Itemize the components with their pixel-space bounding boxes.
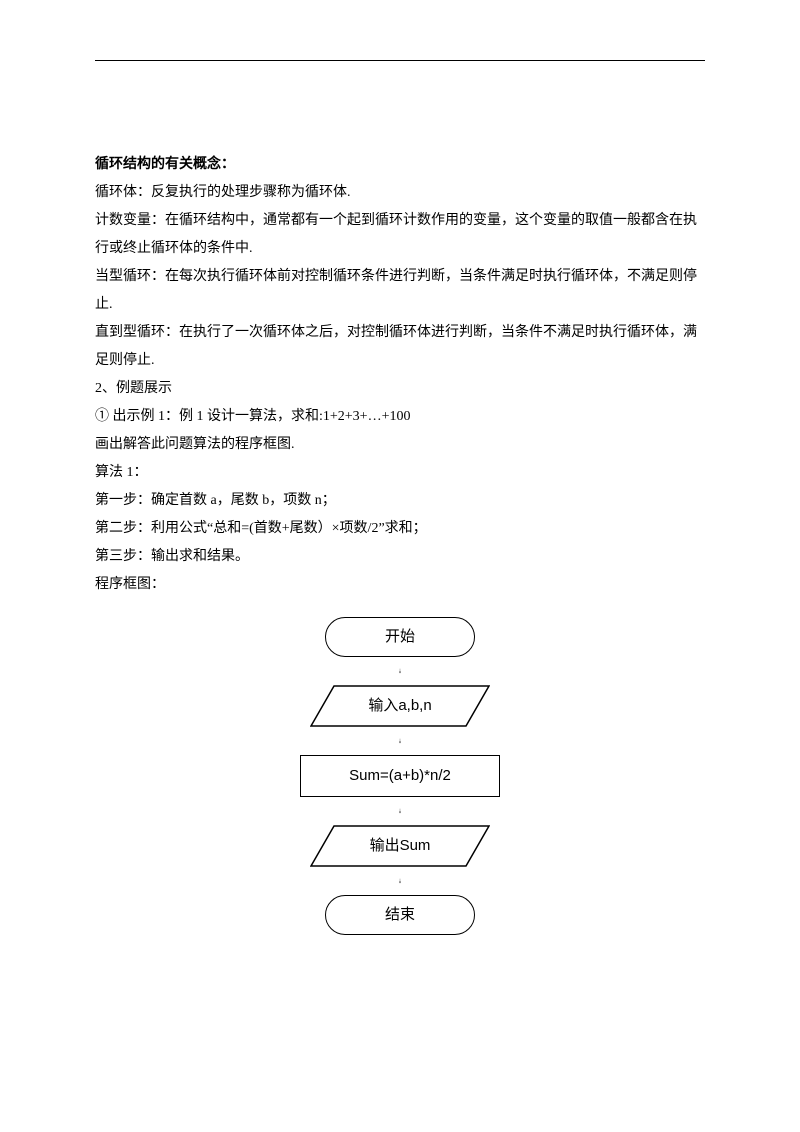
flowchart-arrow-4 [399,867,401,895]
para-counter-var: 计数变量：在循环结构中，通常都有一个起到循环计数作用的变量，这个变量的取值一般都… [95,207,705,263]
flowchart-arrow-3 [399,797,401,825]
top-rule [95,60,705,61]
flowchart-node-start: 开始 [325,617,475,657]
para-loop-body: 循环体：反复执行的处理步骤称为循环体. [95,179,705,207]
flowchart-node-process: Sum=(a+b)*n/2 [300,755,500,797]
flowchart-node-end: 结束 [325,895,475,935]
flowchart-node-start-label: 开始 [385,628,415,646]
para-while-loop: 当型循环：在每次执行循环体前对控制循环条件进行判断，当条件满足时执行循环体，不满… [95,263,705,319]
para-step2: 第二步：利用公式“总和=(首数+尾数）×项数/2”求和； [95,515,705,543]
para-step1: 第一步：确定首数 a，尾数 b，项数 n； [95,487,705,515]
flowchart: 开始 输入a,b,n Sum=(a+b)* [270,617,530,935]
heading-loop-concepts: 循环结构的有关概念： [95,151,705,179]
para-step3: 第三步：输出求和结果。 [95,543,705,571]
document-page: 循环结构的有关概念： 循环体：反复执行的处理步骤称为循环体. 计数变量：在循环结… [0,0,800,1132]
para-flow-label: 程序框图： [95,571,705,599]
flowchart-node-process-label: Sum=(a+b)*n/2 [349,767,451,785]
flowchart-node-end-label: 结束 [385,906,415,924]
para-examples-head: 2、例题展示 [95,375,705,403]
flowchart-arrow-2 [399,727,401,755]
flowchart-node-output: 输出Sum [310,825,490,867]
flowchart-node-input: 输入a,b,n [310,685,490,727]
flowchart-node-input-label: 输入a,b,n [368,691,431,721]
flowchart-node-output-label: 输出Sum [370,831,431,861]
para-draw-flow: 画出解答此问题算法的程序框图. [95,431,705,459]
para-example1: ① 出示例 1：例 1 设计一算法，求和:1+2+3+…+100 [95,403,705,431]
para-algo1: 算法 1： [95,459,705,487]
para-until-loop: 直到型循环：在执行了一次循环体之后，对控制循环体进行判断，当条件不满足时执行循环… [95,319,705,375]
flowchart-arrow-1 [399,657,401,685]
